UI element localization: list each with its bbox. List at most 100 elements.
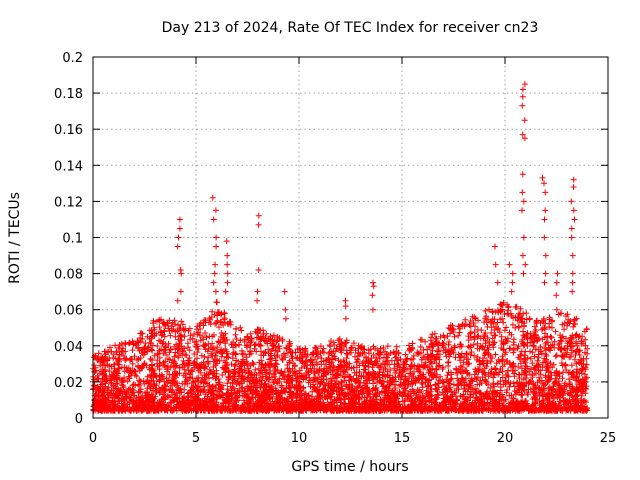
data-point [238, 347, 245, 354]
data-point [217, 318, 224, 325]
data-point [393, 343, 400, 350]
data-point [121, 364, 128, 371]
data-point [557, 337, 564, 344]
data-point [233, 336, 240, 342]
data-point [531, 323, 538, 330]
data-point [417, 344, 424, 350]
data-point [512, 324, 519, 331]
data-point [194, 349, 201, 356]
data-point [352, 353, 358, 360]
data-point [149, 347, 156, 354]
data-point [551, 379, 558, 386]
data-point [468, 349, 475, 355]
data-point [562, 361, 569, 368]
data-point [435, 392, 442, 399]
data-point [490, 380, 497, 387]
data-point [312, 356, 318, 363]
data-point [252, 366, 259, 373]
data-point [107, 344, 113, 351]
data-point [224, 380, 231, 387]
data-point [216, 358, 223, 364]
data-point [548, 334, 555, 341]
data-point [501, 327, 508, 334]
data-point [172, 349, 179, 356]
data-point [239, 384, 246, 391]
data-point [583, 374, 590, 381]
data-point [467, 352, 474, 358]
data-point [237, 324, 244, 331]
data-point [131, 392, 138, 399]
data-point [233, 326, 240, 333]
data-point [433, 366, 440, 373]
data-point [561, 326, 568, 333]
data-point [553, 352, 560, 359]
data-point [428, 352, 435, 359]
data-point [552, 328, 559, 335]
data-point [165, 340, 172, 347]
data-point [360, 358, 367, 365]
data-point [213, 299, 220, 306]
data-point [538, 350, 545, 357]
data-point [450, 381, 457, 388]
data-point [167, 332, 174, 339]
data-point [525, 386, 532, 393]
data-point [246, 378, 253, 385]
data-point [523, 310, 530, 317]
data-point [171, 353, 178, 360]
data-point [552, 353, 559, 360]
data-point [183, 352, 190, 359]
data-point [172, 333, 179, 340]
data-point [350, 340, 357, 347]
data-point [503, 324, 510, 331]
data-point [238, 327, 245, 334]
data-point [509, 321, 516, 328]
data-point [535, 354, 542, 361]
data-point [482, 307, 489, 314]
chart-title: Day 213 of 2024, Rate Of TEC Index for r… [162, 20, 539, 36]
data-point [460, 359, 467, 366]
data-point [178, 318, 185, 325]
data-point [126, 339, 133, 346]
data-point [365, 347, 372, 354]
data-point [410, 352, 417, 359]
data-point [382, 365, 389, 372]
data-point [451, 333, 458, 340]
data-point [537, 371, 544, 378]
data-point [433, 371, 440, 378]
data-point [138, 330, 145, 337]
data-point [456, 329, 463, 336]
data-point [484, 323, 491, 330]
data-point [343, 350, 350, 357]
data-point [472, 323, 478, 330]
data-point [257, 342, 264, 349]
data-point [201, 353, 208, 360]
data-point [231, 363, 238, 369]
data-point [500, 319, 507, 326]
data-point [551, 395, 557, 402]
data-point [445, 359, 452, 365]
data-point [220, 334, 227, 341]
data-point [142, 340, 149, 347]
data-point [210, 345, 217, 352]
data-point [560, 369, 566, 376]
data-point [235, 341, 242, 348]
data-point [455, 332, 462, 339]
data-point [434, 391, 441, 398]
data-point [112, 342, 119, 349]
data-point [131, 353, 138, 360]
data-point [129, 360, 136, 367]
data-point [510, 380, 517, 387]
data-points [90, 81, 591, 414]
data-point [186, 347, 193, 354]
data-point [549, 324, 555, 331]
data-point [336, 335, 343, 342]
data-point [147, 355, 154, 362]
data-point [518, 352, 524, 359]
data-point [444, 372, 451, 379]
data-point [270, 332, 277, 339]
data-point [581, 371, 588, 378]
data-point [568, 362, 575, 369]
data-point [559, 321, 566, 328]
data-point [232, 331, 239, 338]
